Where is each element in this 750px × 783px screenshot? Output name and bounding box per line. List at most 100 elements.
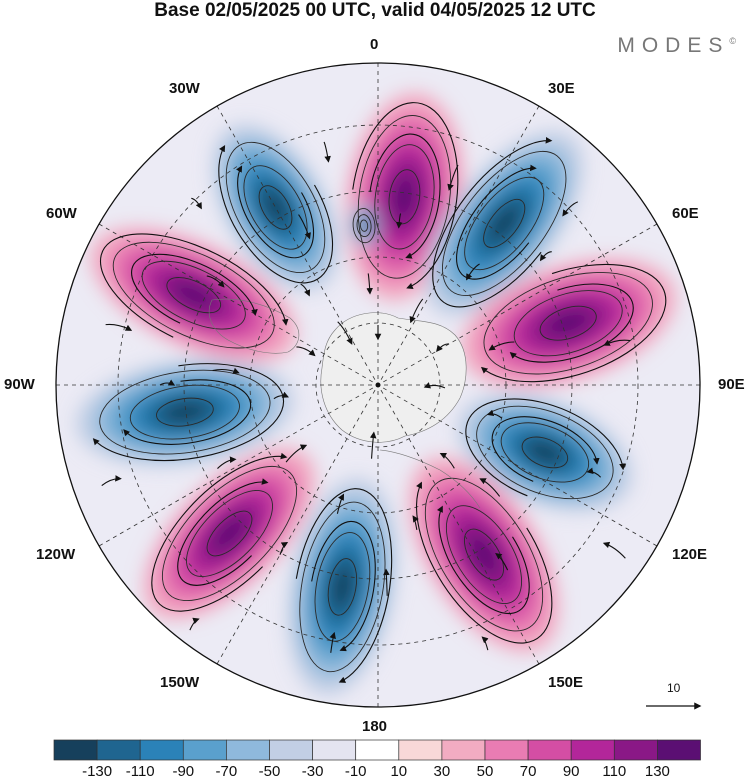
streamline [100,233,289,338]
wind-arrow [329,631,336,653]
meridian-label-120w: 120W [36,546,76,563]
streamline [432,137,553,308]
wind-arrow [323,141,331,163]
meridian-label-30w: 30W [169,80,200,97]
colorbar-tick-label: 70 [519,763,537,780]
streamline [369,133,441,259]
wind-arrow [586,467,602,478]
streamline [218,144,334,284]
meridian-label-60w: 60W [46,205,77,222]
streamline [456,164,537,280]
wind-arrow [285,444,308,463]
wind-arrow [337,321,353,345]
colorbar-cell [570,739,615,761]
streamline [92,363,285,461]
streamline [177,478,269,586]
colorbar-cell [312,739,357,761]
colorbar-cell [398,739,443,761]
anomaly-lobe [287,478,398,696]
contour-lines [99,115,653,673]
streamline [352,102,459,290]
colorbar-tick-label: 110 [602,763,627,780]
wind-arrow [488,341,515,351]
wind-arrow [423,382,446,389]
wind-arrow [366,273,373,295]
wind-arrow [412,515,419,530]
contour-set [483,271,653,375]
contour-set [112,241,275,349]
wind-arrow [395,213,403,229]
streamline [311,520,376,652]
west-landmass [208,298,300,354]
colorbar-tick-label: -130 [82,763,113,780]
wind-arrow [159,379,176,386]
anomaly-lobe [90,227,297,363]
contour-set [442,150,567,296]
colorbar-tick-label: 130 [644,763,670,780]
anomaly-lobe [408,456,560,653]
colorbar-tick-label: 30 [433,763,451,780]
colorbar-tick-label: -50 [258,763,281,780]
wind-arrow [296,346,316,357]
contour-set [352,208,376,244]
wind-arrow [562,201,579,217]
wind-arrow [479,478,501,497]
central-landmass [320,312,467,443]
meridian-label-90e: 90E [718,376,745,393]
wind-arrow [206,275,225,288]
wind-arrow [409,298,424,324]
colorbar-cell [182,739,227,761]
streamline [491,416,600,482]
streamline [416,481,553,644]
wind-arrow [603,339,631,346]
contour-set [424,477,544,632]
wind-arrow [436,343,450,353]
wind-arrow [602,541,626,559]
contour-set [161,465,298,602]
meridian-label-150e: 150E [548,674,584,691]
streamline [151,452,288,612]
modes-logo: MODES© [617,34,736,57]
meridian-label-150w: 150W [160,674,200,691]
streamline [465,398,626,497]
meridian-label-180: 180 [362,718,388,735]
south-coast [379,449,481,509]
colorbar-cell [96,739,141,761]
wind-arrow [273,391,289,400]
colorbar-tick-label: -30 [301,763,324,780]
land-masses [208,298,481,509]
colorbar-cell [355,739,400,761]
colorbar-tick-label: -10 [344,763,367,780]
wind-arrow [189,617,200,631]
anomaly-lobe [143,447,316,620]
map-boundary [55,62,701,708]
wind-arrow [191,197,202,210]
colorbar-cell [484,739,529,761]
wind-arrow [298,214,311,240]
streamline [123,379,252,445]
colorbar-cell [527,739,572,761]
wind-arrow [439,452,455,469]
wind-arrow [447,164,459,191]
colorbar-cell [613,739,658,761]
streamline [131,253,258,324]
colorbar-cell [657,739,701,761]
pole-marker [375,382,381,388]
colorbar-cell [139,739,184,761]
wind-arrow [212,367,240,374]
wind-arrow [495,552,509,571]
wind-arrow [383,568,390,596]
colorbar-tick-label: -110 [125,763,155,780]
wind-arrow [105,323,133,331]
colorbar-cell [226,739,270,761]
meridian-label-30e: 30E [548,80,575,97]
map-title: Base 02/05/2025 00 UTC, valid 04/05/2025… [154,0,596,21]
wind-arrow [101,475,122,486]
colorbar-cell [441,739,486,761]
wind-arrow [369,431,377,459]
wind-arrow [539,251,552,262]
colorbar-tick-label: 50 [476,763,494,780]
wind-streamlines [92,102,667,683]
wind-arrow [466,263,480,281]
